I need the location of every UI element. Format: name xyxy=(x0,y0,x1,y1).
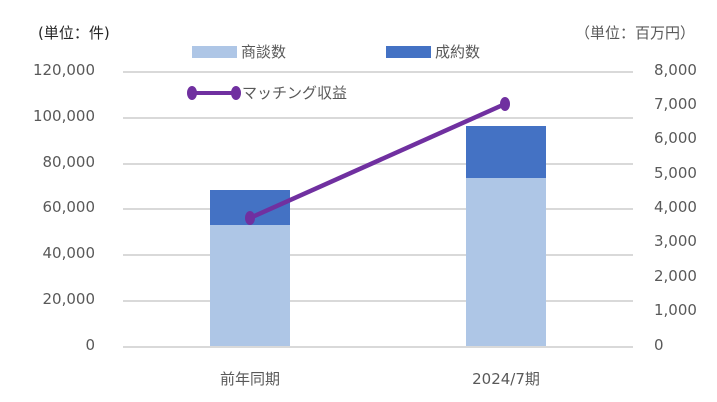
gridline xyxy=(123,117,633,119)
left-axis-unit-label: (単位：件) xyxy=(38,24,110,42)
gridline xyxy=(123,163,633,165)
y2-tick-label: 3,000 xyxy=(654,232,697,250)
data-point-marker-icon xyxy=(500,97,510,111)
legend-label: 商談数 xyxy=(241,43,287,61)
y2-tick-label: 8,000 xyxy=(654,61,697,79)
gridline xyxy=(123,254,633,256)
y-tick-label: 0 xyxy=(85,336,95,354)
gridline xyxy=(123,71,633,73)
legend-item-shodan: 商談数 xyxy=(192,41,286,62)
bar-shodan-prev xyxy=(210,225,290,346)
legend-item-seiyaku: 成約数 xyxy=(386,41,480,62)
y-tick-label: 20,000 xyxy=(42,290,96,308)
right-axis-unit-label: （単位：百万円） xyxy=(574,24,695,42)
y2-tick-label: 0 xyxy=(654,336,664,354)
legend-line-marker-icon xyxy=(187,85,241,100)
bar-seiyaku-current xyxy=(466,126,546,178)
legend-item-matching: マッチング収益 xyxy=(186,82,347,103)
y2-tick-label: 6,000 xyxy=(654,129,697,147)
bar-shodan-current xyxy=(466,178,546,346)
gridline xyxy=(123,300,633,302)
y2-tick-label: 7,000 xyxy=(654,95,697,113)
y-tick-label: 80,000 xyxy=(42,153,96,171)
y2-tick-label: 4,000 xyxy=(654,198,697,216)
y-tick-label: 60,000 xyxy=(42,198,96,216)
legend-swatch-blue xyxy=(386,45,431,58)
x-category-label: 前年同期 xyxy=(219,370,280,388)
data-point-marker-icon xyxy=(245,211,255,225)
legend-label: 成約数 xyxy=(435,43,481,61)
y-tick-label: 120,000 xyxy=(32,61,95,79)
x-axis-line xyxy=(123,346,633,348)
x-category-label: 2024/7期 xyxy=(472,370,540,388)
gridline xyxy=(123,208,633,210)
y-tick-label: 100,000 xyxy=(32,107,95,125)
y2-tick-label: 2,000 xyxy=(654,267,697,285)
legend-label: マッチング収益 xyxy=(242,84,348,102)
y2-tick-label: 5,000 xyxy=(654,164,697,182)
y2-tick-label: 1,000 xyxy=(654,301,697,319)
y-tick-label: 40,000 xyxy=(42,244,96,262)
legend-swatch-light-blue xyxy=(192,45,237,58)
